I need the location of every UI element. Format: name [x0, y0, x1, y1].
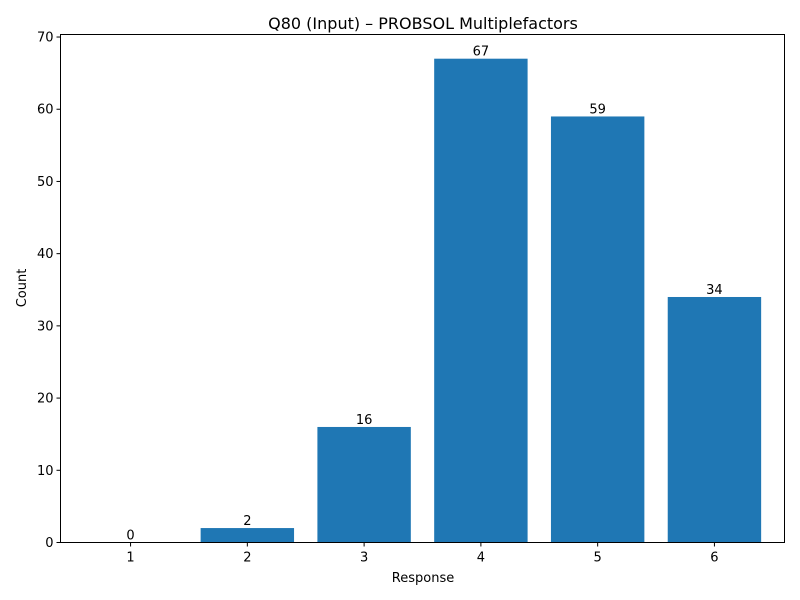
x-tick-label: 1	[126, 551, 134, 566]
bar-2	[200, 528, 295, 543]
x-tick-label: 2	[243, 551, 251, 566]
bar-value-label: 34	[706, 283, 723, 298]
bar-value-label: 16	[356, 413, 373, 428]
y-tick-label: 40	[37, 247, 54, 262]
bar-value-label: 67	[473, 45, 490, 60]
x-axis-label: Response	[392, 571, 454, 586]
bar-3	[317, 426, 411, 543]
y-tick-label: 0	[45, 536, 53, 551]
y-tick-label: 30	[37, 319, 54, 334]
bar-value-label: 59	[589, 102, 606, 117]
x-tick-label: 3	[360, 551, 368, 566]
bar-6	[667, 296, 762, 543]
y-tick-label: 20	[37, 392, 54, 407]
x-tick-label: 6	[710, 551, 718, 566]
bar-5	[550, 116, 645, 543]
plot-frame	[60, 34, 785, 543]
y-tick-label: 70	[37, 31, 54, 46]
y-tick-label: 60	[37, 103, 54, 118]
y-tick-label: 10	[37, 464, 54, 479]
bar-value-label: 2	[243, 514, 251, 529]
bar-value-label: 0	[126, 529, 134, 544]
x-tick-label: 5	[594, 551, 602, 566]
y-tick-label: 50	[37, 175, 54, 190]
x-tick-label: 4	[477, 551, 485, 566]
chart-title: Q80 (Input) – PROBSOL Multiplefactors	[268, 14, 578, 33]
bars-group: 0 2 16 67 59 34	[126, 45, 762, 544]
bar-4	[434, 58, 528, 543]
y-axis-label: Count	[15, 269, 30, 308]
